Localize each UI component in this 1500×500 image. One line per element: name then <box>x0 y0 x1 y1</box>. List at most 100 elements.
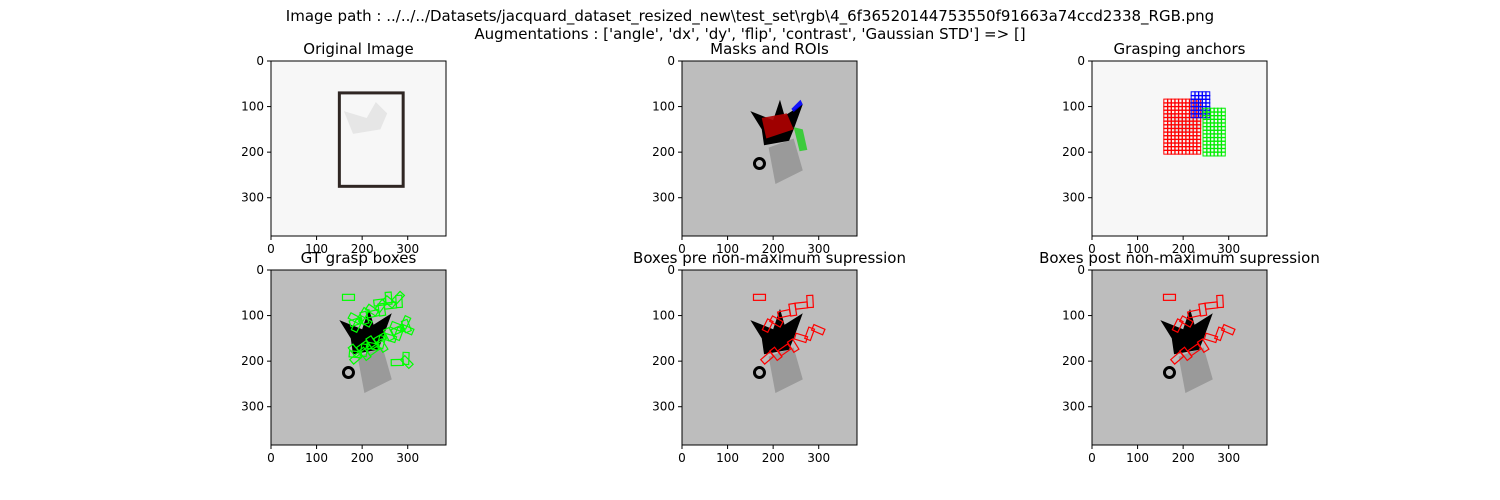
image-area <box>271 61 446 236</box>
x-tick-label: 0 <box>1088 242 1096 256</box>
x-tick-label: 300 <box>396 242 419 256</box>
grasp-box <box>402 351 410 366</box>
grasp-box <box>350 318 363 334</box>
x-tick-label: 300 <box>807 242 830 256</box>
grasp-box <box>392 326 405 342</box>
y-tick-label: 200 <box>241 354 264 368</box>
x-tick-label: 0 <box>678 451 686 465</box>
x-tick-label: 100 <box>305 242 328 256</box>
y-tick-label: 300 <box>652 400 675 414</box>
grasp-box <box>1213 326 1226 342</box>
subplot-title: Masks and ROIs <box>710 40 829 58</box>
overlay-mask <box>761 113 794 139</box>
y-tick-label: 300 <box>241 400 264 414</box>
object-hook <box>341 366 355 380</box>
y-tick-label: 200 <box>1062 145 1085 159</box>
object-faint <box>343 102 388 134</box>
anchor-mark <box>1196 149 1202 155</box>
y-tick-label: 0 <box>1077 263 1085 277</box>
object-box-shape <box>768 138 803 185</box>
grasp-box <box>376 334 387 350</box>
y-tick-label: 200 <box>241 145 264 159</box>
x-tick-label: 300 <box>1217 451 1240 465</box>
x-tick-label: 200 <box>1172 451 1195 465</box>
object-silhouette <box>1160 308 1213 355</box>
y-tick-label: 100 <box>241 100 264 114</box>
overlay-mask <box>793 127 808 152</box>
x-tick-label: 100 <box>716 451 739 465</box>
x-tick-label: 200 <box>762 242 785 256</box>
subplot-2: 0 100 200 300 0 100 200 300 Masks and ROIs <box>652 40 858 256</box>
subplot-6: 0 100 200 300 0 100 200 300 Boxes post non-maxim… <box>1039 249 1320 465</box>
y-tick-label: 300 <box>241 191 264 205</box>
object-box-shape <box>357 347 392 394</box>
y-tick-label: 300 <box>652 191 675 205</box>
object-silhouette <box>750 308 803 355</box>
y-tick-label: 100 <box>652 309 675 323</box>
grasp-box <box>810 323 826 336</box>
grasp-box <box>768 315 784 328</box>
x-tick-label: 0 <box>267 451 275 465</box>
grasp-box <box>793 332 809 344</box>
y-tick-label: 300 <box>1062 191 1085 205</box>
subplot-title: Grasping anchors <box>1114 40 1246 58</box>
y-tick-label: 0 <box>256 263 264 277</box>
grasp-box <box>1162 293 1177 301</box>
x-tick-label: 200 <box>351 242 374 256</box>
anchor-mark <box>1220 151 1226 157</box>
y-tick-label: 300 <box>1062 400 1085 414</box>
grasp-box <box>803 326 816 342</box>
grasp-box <box>1186 308 1202 319</box>
x-tick-label: 100 <box>305 451 328 465</box>
axes-frame <box>1091 269 1268 446</box>
grasp-box <box>364 303 380 317</box>
y-tick-label: 0 <box>256 54 264 68</box>
image-area <box>1092 61 1267 236</box>
x-tick-label: 100 <box>1126 242 1149 256</box>
y-tick-label: 100 <box>241 309 264 323</box>
x-tick-label: 300 <box>1217 242 1240 256</box>
grasp-box <box>759 350 775 366</box>
grasp-box <box>347 343 362 359</box>
grasp-box <box>359 343 369 358</box>
grasp-box <box>1203 332 1219 344</box>
x-tick-label: 100 <box>1126 451 1149 465</box>
y-tick-label: 200 <box>1062 354 1085 368</box>
grasp-box <box>761 318 774 334</box>
subplot-4: 0 100 200 300 0 100 200 300 GT grasp boxes <box>241 249 447 465</box>
axes-frame <box>1091 60 1268 237</box>
grasp-box <box>389 320 405 333</box>
x-tick-label: 0 <box>678 242 686 256</box>
overlay-rect <box>337 91 405 188</box>
axes-frame <box>270 60 447 237</box>
axes-frame <box>681 60 858 237</box>
grasp-box <box>1169 350 1185 366</box>
object-hook <box>752 366 766 380</box>
grasp-box <box>373 298 388 314</box>
x-tick-label: 0 <box>267 242 275 256</box>
y-tick-label: 0 <box>667 54 675 68</box>
overlay-mask <box>791 99 803 113</box>
y-tick-label: 0 <box>1077 54 1085 68</box>
grasp-box <box>776 308 792 319</box>
grasp-box <box>1220 323 1236 336</box>
subplot-5: 0 100 200 300 0 100 200 300 Boxes pre non-maximu… <box>633 249 906 465</box>
y-tick-label: 100 <box>1062 100 1085 114</box>
grasp-box <box>1178 315 1194 328</box>
figure-suptitle-line2: Augmentations : ['angle', 'dx', 'dy', 'f… <box>474 25 1026 43</box>
subplot-1: 0 100 200 300 0 100 200 300 Original Image <box>241 40 447 256</box>
figure-suptitle-line1: Image path : ../../../Datasets/jacquard_… <box>285 7 1215 25</box>
y-tick-label: 100 <box>652 100 675 114</box>
grasp-box <box>1171 318 1184 334</box>
axes-frame <box>681 269 858 446</box>
x-tick-label: 300 <box>396 451 419 465</box>
object-box-shape <box>768 347 803 394</box>
grasp-box <box>752 293 767 301</box>
grasp-box <box>372 297 387 307</box>
x-tick-label: 200 <box>762 451 785 465</box>
y-tick-label: 200 <box>652 145 675 159</box>
x-tick-label: 200 <box>1172 242 1195 256</box>
x-tick-label: 0 <box>1088 451 1096 465</box>
object-hook <box>752 157 766 171</box>
